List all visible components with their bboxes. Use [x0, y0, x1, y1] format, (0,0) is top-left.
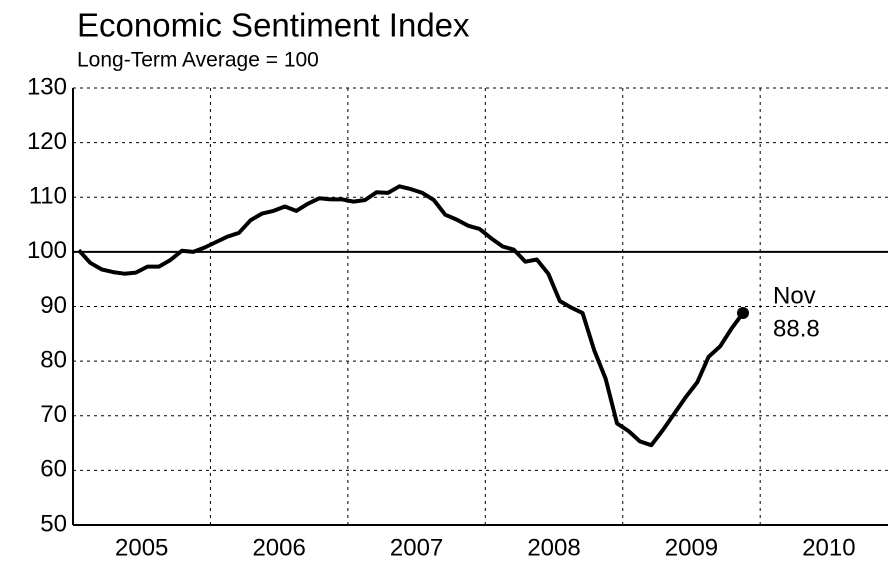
- y-tick-label: 130: [27, 73, 67, 100]
- y-tick-label: 60: [40, 456, 67, 483]
- x-tick-label: 2005: [115, 534, 168, 561]
- end-marker: [737, 307, 750, 320]
- y-tick-label: 120: [27, 128, 67, 155]
- x-tick-label: 2010: [802, 534, 855, 561]
- data-line: [77, 184, 745, 448]
- chart-title: Economic Sentiment Index: [77, 7, 470, 44]
- y-tick-label: 110: [29, 183, 67, 210]
- x-tick-label: 2008: [527, 534, 580, 561]
- chart-subtitle: Long-Term Average = 100: [77, 49, 319, 72]
- annotation-value: 88.8: [773, 315, 820, 342]
- y-tick-label: 90: [40, 292, 67, 319]
- y-tick-label: 70: [40, 401, 67, 428]
- y-tick-label: 80: [40, 346, 67, 373]
- y-tick-label: 100: [27, 237, 67, 264]
- x-tick-label: 2006: [252, 534, 305, 561]
- annotation-month: Nov: [773, 282, 816, 309]
- x-tick-label: 2007: [390, 534, 443, 561]
- x-tick-label: 2009: [665, 534, 718, 561]
- y-tick-label: 50: [40, 510, 67, 537]
